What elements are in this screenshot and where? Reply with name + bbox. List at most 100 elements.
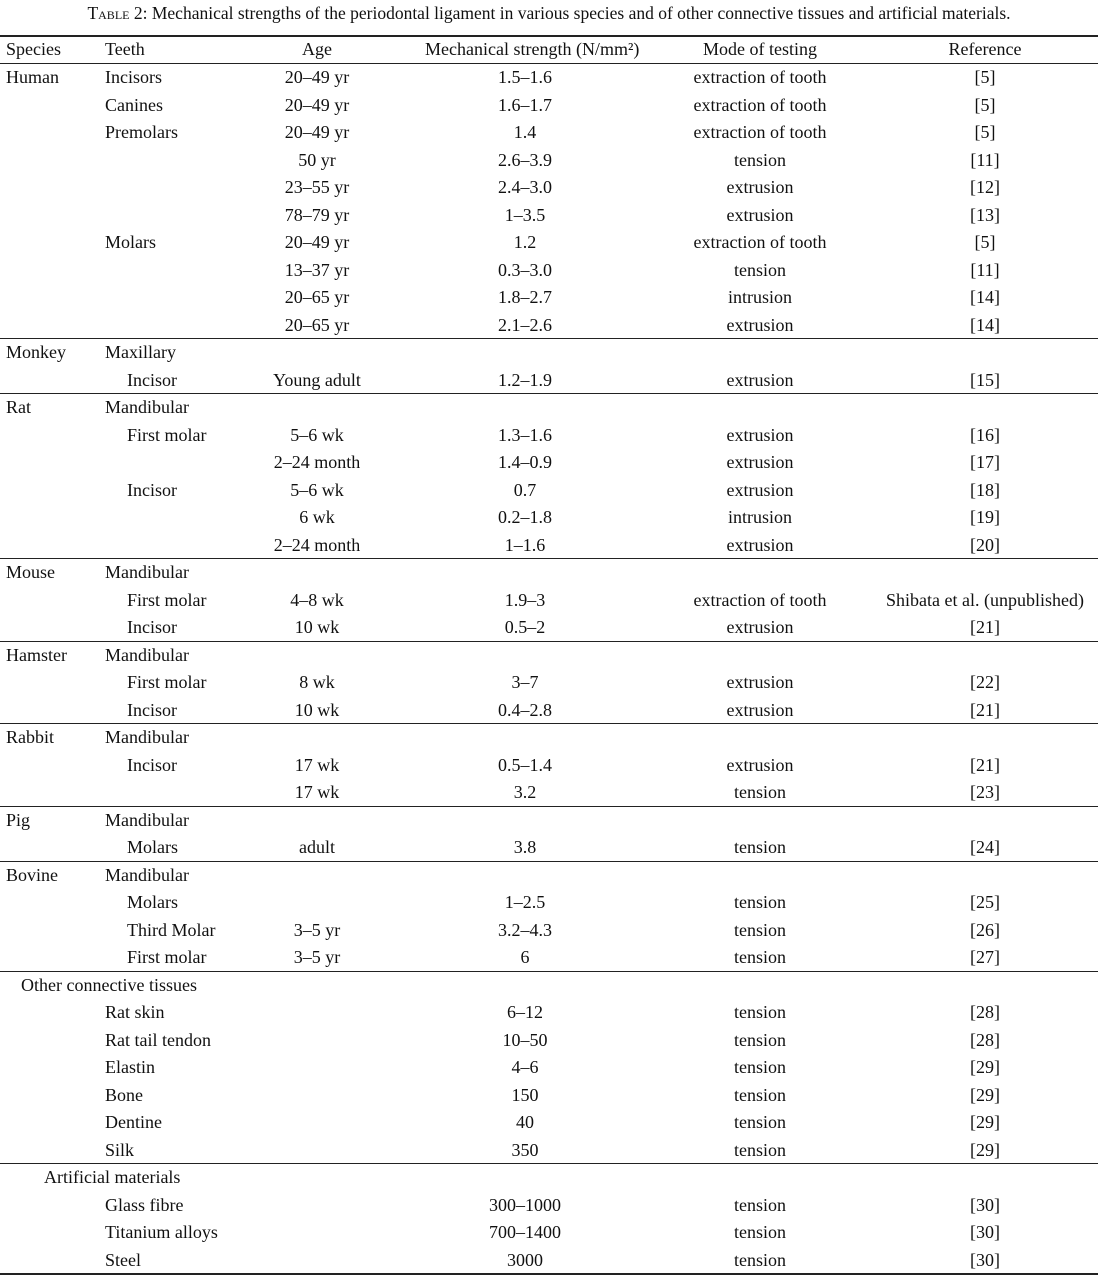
cell-mode: extrusion (726, 617, 794, 637)
cell-teeth: Molars (127, 892, 178, 912)
group-divider (0, 805, 1098, 807)
cell-strength: 0.5–1.4 (498, 754, 552, 775)
cell-teeth: Rat skin (105, 1002, 165, 1022)
cell-teeth: Titanium alloys (105, 1222, 218, 1242)
cell-reference: [5] (974, 232, 996, 252)
cell-reference: [29] (970, 1139, 1000, 1160)
cell-reference: [24] (970, 837, 1000, 857)
cell-strength: 3000 (507, 1249, 543, 1270)
table-row: 13–37 yr 0.3–3.0 tension [11] (0, 257, 1098, 285)
cell-reference: [30] (970, 1222, 1000, 1242)
cell-age: 17 wk (294, 754, 340, 775)
cell-mode: tension (734, 892, 786, 912)
caption-label: Table 2: (87, 3, 148, 23)
cell-strength: 6–12 (507, 1002, 543, 1022)
cell-strength: 2.4–3.0 (498, 177, 552, 197)
cell-reference: [25] (970, 892, 1000, 912)
cell-reference: [16] (970, 424, 1000, 445)
cell-strength: 1–3.5 (504, 204, 546, 225)
cell-strength: 40 (516, 1112, 534, 1132)
cell-mode: extrusion (726, 204, 794, 225)
cell-species: Mouse (6, 562, 55, 582)
table-row: 50 yr 2.6–3.9 tension [11] (0, 147, 1098, 175)
table-row: Bovine Mandibular (0, 862, 1098, 890)
cell-reference: [14] (970, 287, 1000, 307)
table-row: Titanium alloys 700–1400 tension [30] (0, 1219, 1098, 1247)
cell-mode: extraction of tooth (693, 122, 827, 142)
cell-age: 2–24 month (273, 452, 361, 472)
cell-strength: 2.6–3.9 (498, 149, 552, 170)
cell-mode: intrusion (727, 287, 792, 307)
table-row: Mouse Mandibular (0, 559, 1098, 587)
table-row: Pig Mandibular (0, 807, 1098, 835)
cell-reference: [21] (970, 617, 1000, 637)
cell-age: 5–6 wk (290, 479, 344, 500)
cell-strength: 6 (520, 947, 530, 967)
table-row: Incisor 17 wk 0.5–1.4 extrusion [21] (0, 752, 1098, 780)
cell-teeth: First molar (127, 672, 207, 692)
table-row: 6 wk 0.2–1.8 intrusion [19] (0, 504, 1098, 532)
cell-teeth: Dentine (105, 1112, 162, 1132)
table-row: Incisor 10 wk 0.5–2 extrusion [21] (0, 614, 1098, 642)
header-age: Age (302, 39, 332, 59)
cell-reference: [26] (970, 919, 1000, 940)
table-row: Canines 20–49 yr 1.6–1.7 extraction of toot… (0, 92, 1098, 120)
cell-strength: 3–7 (511, 672, 539, 692)
cell-teeth: Canines (105, 94, 163, 115)
cell-reference: [29] (970, 1057, 1000, 1077)
header-teeth: Teeth (105, 39, 145, 59)
table-row: Human Incisors 20–49 yr 1.5–1.6 extraction o… (0, 64, 1098, 92)
cell-age: 10 wk (294, 699, 340, 720)
cell-teeth: Incisor (127, 699, 177, 720)
table-row: Monkey Maxillary (0, 339, 1098, 367)
cell-mode: tension (734, 947, 786, 967)
cell-mode: extrusion (726, 479, 794, 500)
table-row: Rat Mandibular (0, 394, 1098, 422)
cell-species: Hamster (6, 644, 67, 665)
cell-reference: [5] (974, 122, 996, 142)
cell-teeth: Molars (105, 232, 156, 252)
cell-reference: Shibata et al. (unpublished) (886, 589, 1084, 610)
cell-age: 20–49 yr (284, 232, 350, 252)
cell-reference: [14] (970, 314, 1000, 335)
cell-mode: extrusion (726, 754, 794, 775)
cell-strength: 1.9–3 (504, 589, 546, 610)
cell-mode: tension (734, 1084, 786, 1105)
bottom-rule (0, 1273, 1098, 1275)
cell-teeth: Incisors (105, 67, 162, 87)
cell-mode: tension (734, 782, 786, 802)
cell-age: 6 wk (299, 507, 335, 527)
cell-reference: [21] (970, 699, 1000, 720)
cell-reference: [5] (974, 94, 996, 115)
cell-reference: [21] (970, 754, 1000, 775)
table-row: Silk 350 tension [29] (0, 1137, 1098, 1165)
cell-teeth: First molar (127, 947, 207, 967)
cell-mode: tension (734, 1194, 786, 1215)
cell-teeth: Steel (105, 1249, 141, 1270)
header-strength: Mechanical strength (N/mm²) (425, 39, 640, 59)
top-rule (0, 35, 1098, 37)
table-row: Incisor 5–6 wk 0.7 extrusion [18] (0, 477, 1098, 505)
cell-strength: 150 (511, 1084, 539, 1105)
table-row: Molars adult 3.8 tension [24] (0, 834, 1098, 862)
header-mode: Mode of testing (703, 39, 817, 59)
cell-age: 10 wk (294, 617, 340, 637)
cell-reference: [29] (970, 1084, 1000, 1105)
cell-age: 20–65 yr (284, 287, 350, 307)
table-caption: Table 2: Mechanical strengths of the per… (0, 3, 1098, 24)
cell-strength: 2.1–2.6 (498, 314, 552, 335)
header-row: Species Teeth Age Mechanical strength (N… (0, 36, 1098, 64)
cell-teeth: Maxillary (105, 342, 176, 362)
cell-teeth: Mandibular (105, 809, 189, 830)
cell-teeth: Incisor (127, 754, 177, 775)
group-divider (0, 970, 1098, 972)
cell-reference: [5] (974, 67, 996, 87)
cell-mode: tension (734, 1139, 786, 1160)
cell-age: 13–37 yr (284, 259, 350, 280)
cell-reference: [28] (970, 1029, 1000, 1050)
group-divider (0, 393, 1098, 394)
cell-reference: [27] (970, 947, 1000, 967)
cell-mode: tension (734, 1057, 786, 1077)
cell-reference: [12] (970, 177, 1000, 197)
cell-mode: extraction of tooth (693, 67, 827, 87)
